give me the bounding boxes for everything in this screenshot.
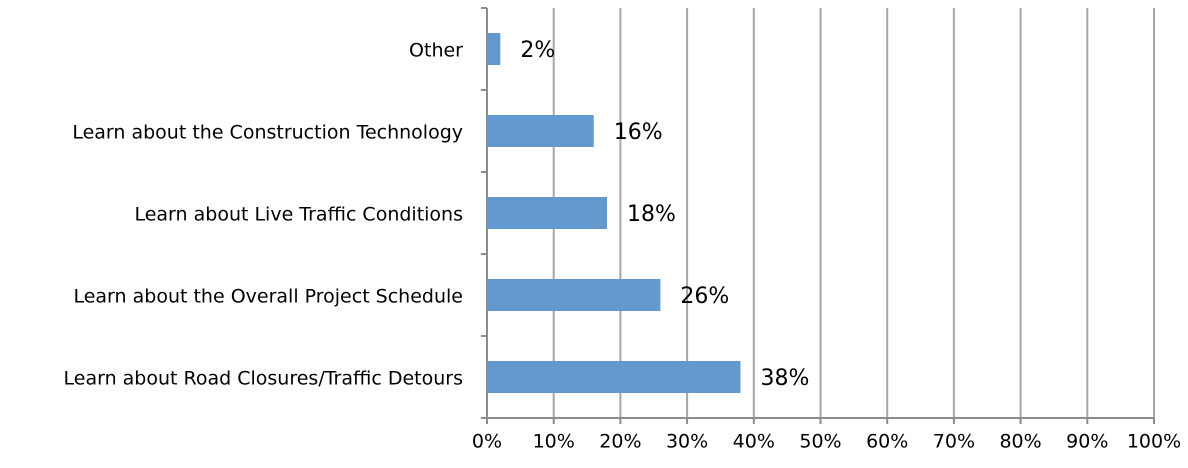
category-label: Learn about the Construction Technology xyxy=(72,122,463,144)
bar xyxy=(487,115,594,147)
value-label: 18% xyxy=(627,202,676,227)
x-tick-label: 100% xyxy=(1127,431,1181,453)
bar xyxy=(487,197,608,229)
category-label: Learn about Road Closures/Traffic Detour… xyxy=(64,368,463,390)
x-tick-label: 0% xyxy=(472,431,502,453)
bar xyxy=(487,279,661,311)
value-label: 26% xyxy=(680,284,729,309)
x-tick-label: 90% xyxy=(1066,431,1108,453)
value-label: 16% xyxy=(614,120,663,145)
x-tick-label: 20% xyxy=(599,431,641,453)
value-label: 38% xyxy=(760,366,809,391)
bar xyxy=(487,361,741,393)
category-label: Learn about Live Traffic Conditions xyxy=(134,204,463,226)
x-tick-label: 80% xyxy=(999,431,1041,453)
x-tick-label: 30% xyxy=(666,431,708,453)
value-label: 2% xyxy=(520,38,555,63)
x-tick-label: 60% xyxy=(866,431,908,453)
x-tick-label: 40% xyxy=(733,431,775,453)
bar xyxy=(487,33,501,65)
category-label: Other xyxy=(409,40,463,62)
x-tick-label: 50% xyxy=(799,431,841,453)
x-tick-label: 70% xyxy=(933,431,975,453)
category-label: Learn about the Overall Project Schedule xyxy=(73,286,463,308)
x-tick-label: 10% xyxy=(533,431,575,453)
